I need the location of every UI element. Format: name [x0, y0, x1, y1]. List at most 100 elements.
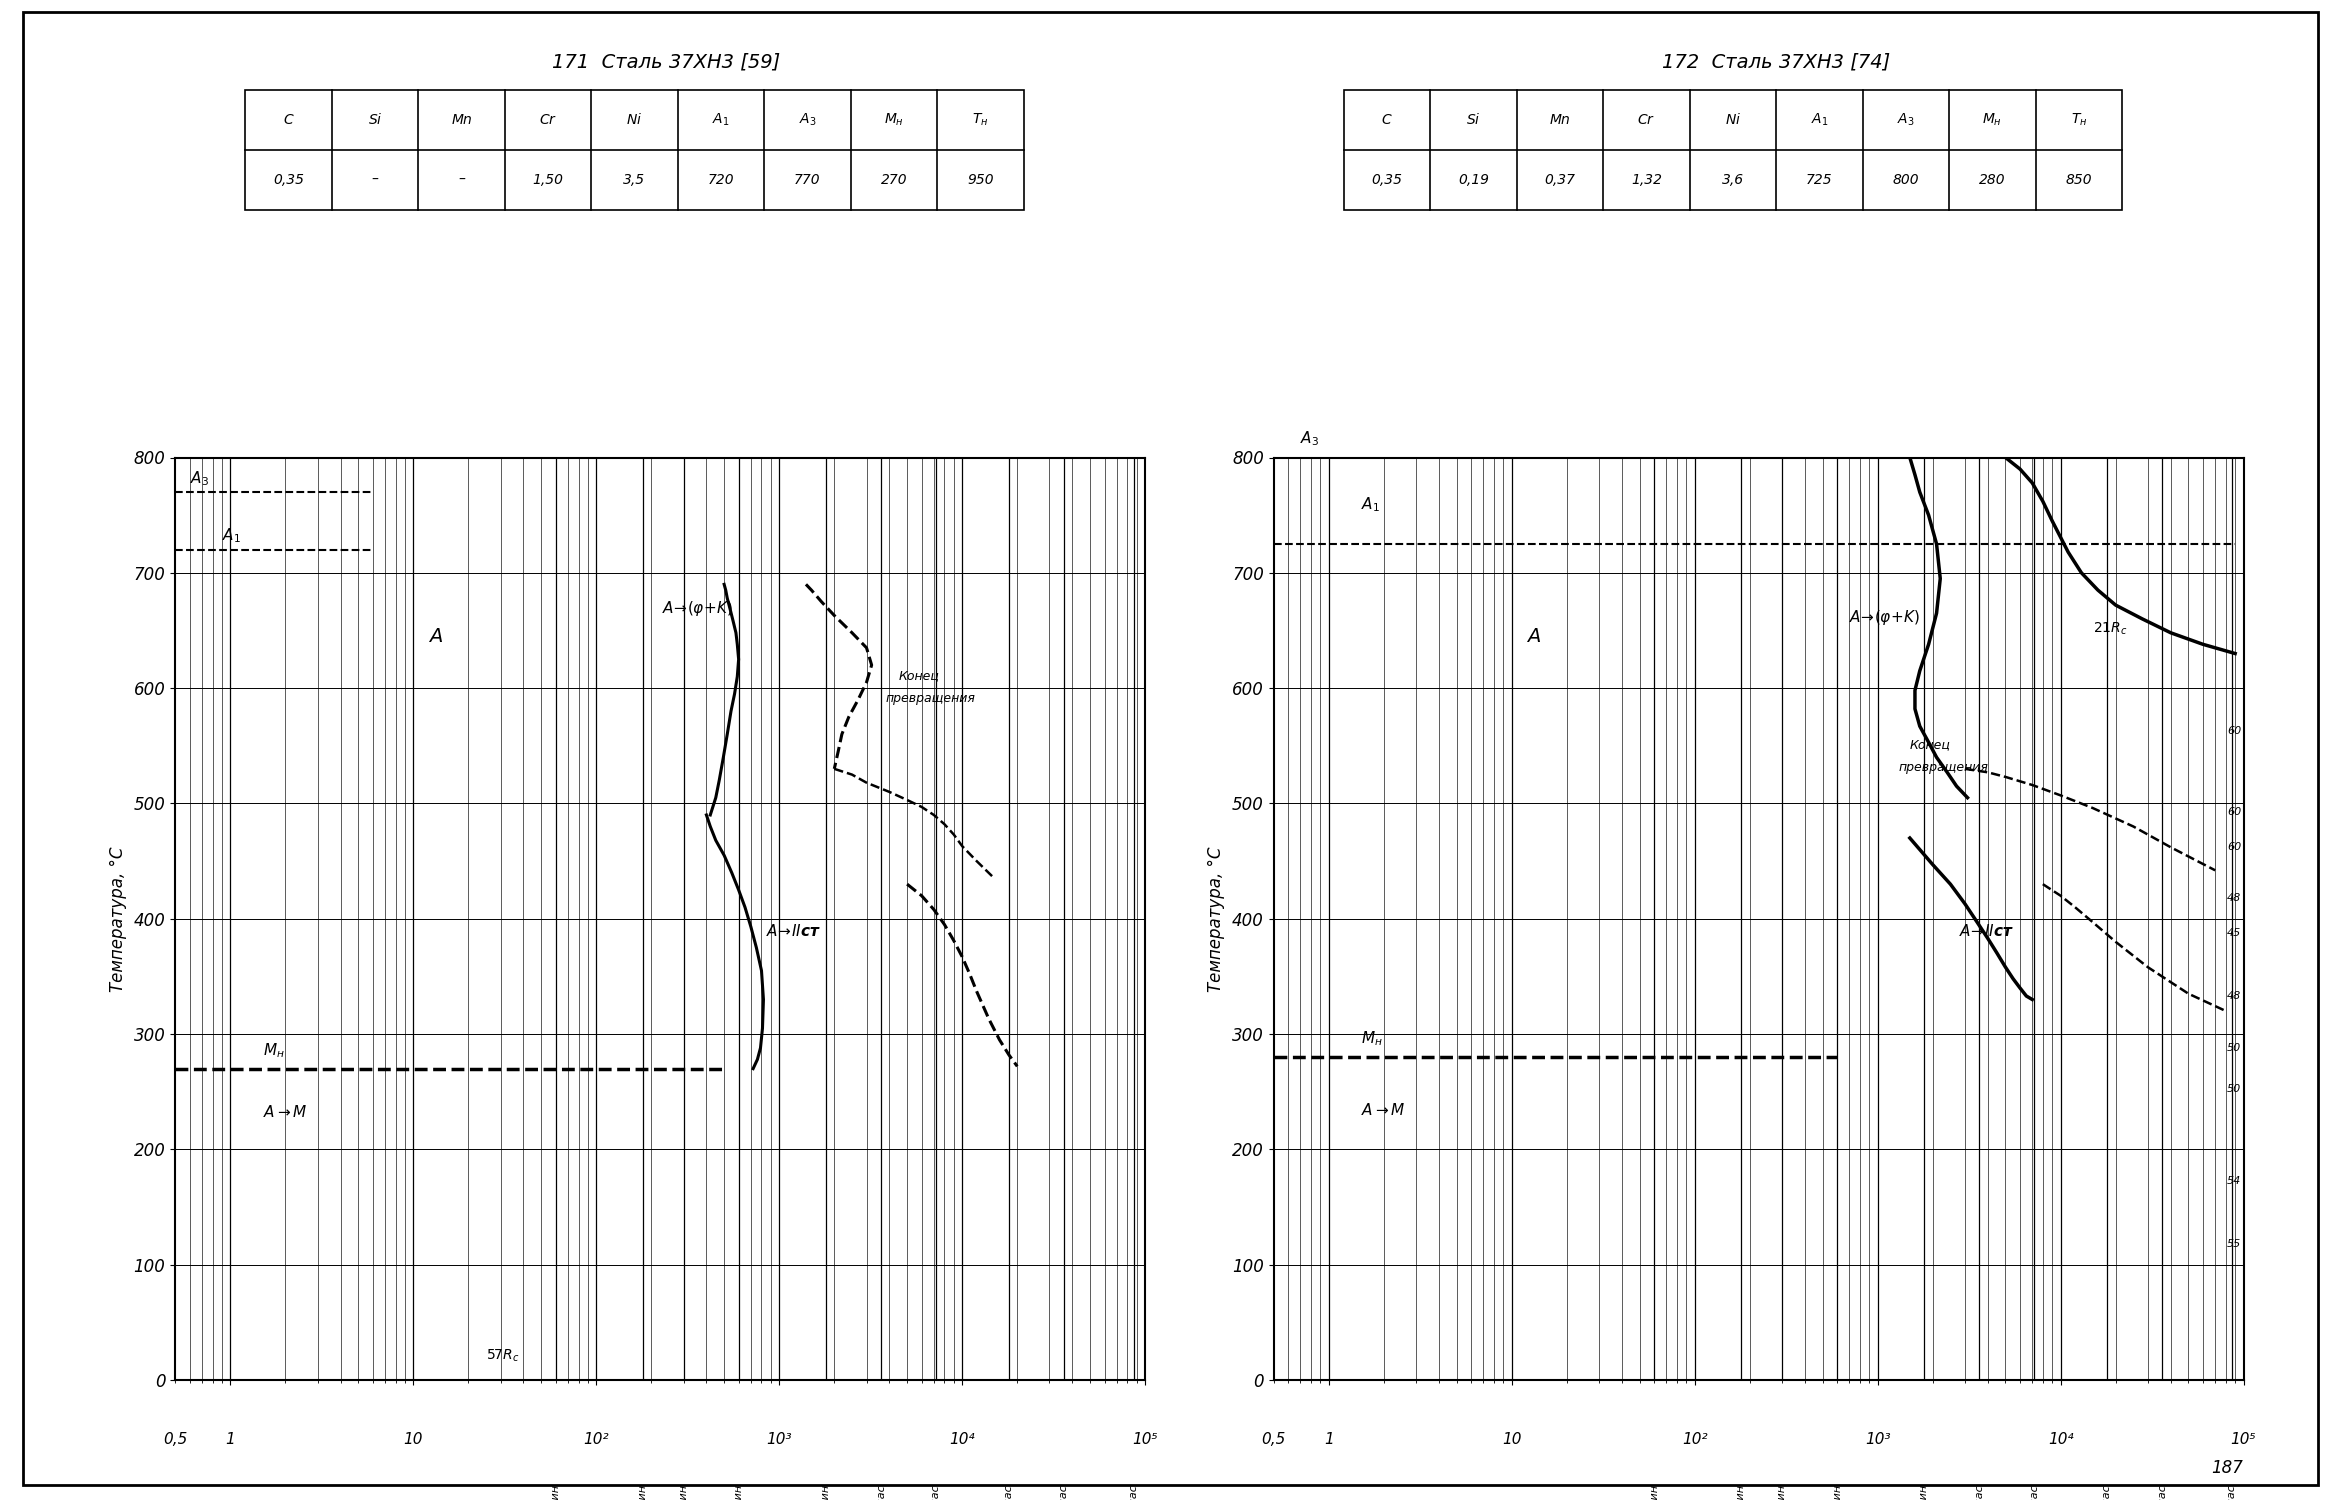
Text: 48: 48: [2227, 894, 2241, 903]
Text: 1: 1: [224, 1432, 236, 1448]
Text: 1: 1: [1323, 1432, 1334, 1448]
Text: $Mn$: $Mn$: [1549, 112, 1570, 128]
Text: 5мин: 5мин: [1776, 1484, 1788, 1500]
Text: 10⁴: 10⁴: [949, 1432, 975, 1448]
Text: $A\!\rightarrow\!II$ст: $A\!\rightarrow\!II$ст: [1958, 922, 2014, 939]
Text: $A\!\rightarrow\!(\varphi\!+\!K)$: $A\!\rightarrow\!(\varphi\!+\!K)$: [661, 598, 734, 618]
Text: 50: 50: [2227, 1044, 2241, 1053]
Text: $A\rightarrow M$: $A\rightarrow M$: [1360, 1102, 1405, 1118]
Text: 48: 48: [2227, 992, 2241, 1002]
Text: 30мин: 30мин: [820, 1484, 832, 1500]
Y-axis label: Температура, °C: Температура, °C: [1208, 846, 1225, 992]
Text: Конец: Конец: [1909, 738, 1951, 752]
Text: 3мин: 3мин: [1736, 1484, 1746, 1500]
Text: 172  Сталь 37ХН3 [74]: 172 Сталь 37ХН3 [74]: [1662, 53, 1891, 72]
Text: превращения: превращения: [1898, 760, 1989, 774]
Text: 0,37: 0,37: [1545, 172, 1575, 188]
Text: 10²: 10²: [584, 1432, 610, 1448]
Text: 1мин: 1мин: [1650, 1484, 1659, 1500]
Text: $A$: $A$: [428, 627, 442, 646]
Text: 1час: 1час: [1975, 1484, 1984, 1500]
Text: 60: 60: [2227, 807, 2241, 818]
Text: –: –: [458, 172, 465, 188]
Text: 24час: 24час: [1129, 1484, 1138, 1500]
Text: 10²: 10²: [1683, 1432, 1708, 1448]
Text: 171  Сталь 37ХН3 [59]: 171 Сталь 37ХН3 [59]: [552, 53, 781, 72]
Text: 24час: 24час: [2227, 1484, 2237, 1500]
Text: $A$: $A$: [1526, 627, 1540, 646]
Text: 50: 50: [2227, 1083, 2241, 1094]
Text: 60: 60: [2227, 726, 2241, 736]
Text: 10час: 10час: [2157, 1484, 2166, 1500]
Text: 950: 950: [968, 172, 993, 188]
Text: 10³: 10³: [767, 1432, 792, 1448]
Text: 10⁴: 10⁴: [2047, 1432, 2073, 1448]
Text: 0,5: 0,5: [1262, 1432, 1285, 1448]
Text: $A\!\rightarrow\!(\varphi\!+\!K)$: $A\!\rightarrow\!(\varphi\!+\!K)$: [1849, 609, 1921, 627]
Text: 3,5: 3,5: [624, 172, 645, 188]
Text: $Mn$: $Mn$: [451, 112, 472, 128]
Y-axis label: Температура, °C: Температура, °C: [110, 846, 126, 992]
Text: 1,50: 1,50: [533, 172, 563, 188]
Text: $A\!\rightarrow\!II$ст: $A\!\rightarrow\!II$ст: [767, 922, 820, 939]
Text: 0,35: 0,35: [1372, 172, 1402, 188]
Text: 770: 770: [795, 172, 820, 188]
Text: $Si$: $Si$: [367, 112, 383, 128]
Text: $Ni$: $Ni$: [1725, 112, 1741, 128]
Text: $A\rightarrow M$: $A\rightarrow M$: [262, 1104, 306, 1120]
Text: 5мин: 5мин: [678, 1484, 689, 1500]
Text: $A_1$: $A_1$: [1360, 495, 1379, 514]
Text: 54: 54: [2227, 1176, 2241, 1186]
Text: $Cr$: $Cr$: [540, 112, 556, 128]
Text: 2час: 2час: [2029, 1484, 2040, 1500]
Text: $A_3$: $A_3$: [1898, 112, 1914, 128]
Text: $C$: $C$: [283, 112, 294, 128]
Text: 720: 720: [708, 172, 734, 188]
Text: $C$: $C$: [1381, 112, 1393, 128]
Text: 1мин: 1мин: [552, 1484, 561, 1500]
Text: $57R_c$: $57R_c$: [486, 1347, 519, 1364]
Text: $A_1$: $A_1$: [222, 526, 241, 544]
Text: 0,19: 0,19: [1458, 172, 1489, 188]
Text: $T_н$: $T_н$: [2071, 112, 2087, 128]
Text: 45: 45: [2227, 928, 2241, 938]
Text: 725: 725: [1807, 172, 1832, 188]
Text: $Ni$: $Ni$: [626, 112, 643, 128]
Text: $Si$: $Si$: [1465, 112, 1482, 128]
Text: 10: 10: [1503, 1432, 1521, 1448]
Text: 10⁵: 10⁵: [2232, 1432, 2255, 1448]
Text: 10: 10: [404, 1432, 423, 1448]
Text: $A_3$: $A_3$: [189, 470, 208, 488]
Text: 60: 60: [2227, 842, 2241, 852]
Text: Конец: Конец: [900, 669, 939, 682]
Text: 270: 270: [881, 172, 907, 188]
Text: превращения: превращения: [886, 692, 975, 705]
Text: 1час: 1час: [876, 1484, 886, 1500]
Text: 10³: 10³: [1865, 1432, 1891, 1448]
Text: $A_1$: $A_1$: [713, 112, 729, 128]
Text: 2час: 2час: [930, 1484, 942, 1500]
Text: 280: 280: [1979, 172, 2005, 188]
Text: 3мин: 3мин: [638, 1484, 647, 1500]
Text: 1,32: 1,32: [1631, 172, 1662, 188]
Text: 0,5: 0,5: [164, 1432, 187, 1448]
Text: $A_3$: $A_3$: [1299, 429, 1320, 448]
Text: 187: 187: [2211, 1460, 2244, 1478]
Text: $M_н$: $M_н$: [1982, 112, 2003, 128]
Text: $M_н$: $M_н$: [262, 1041, 285, 1059]
Text: $21R_c$: $21R_c$: [2092, 621, 2127, 638]
Text: 10час: 10час: [1059, 1484, 1068, 1500]
Text: 5час: 5час: [1005, 1484, 1014, 1500]
Text: $M_н$: $M_н$: [1360, 1029, 1384, 1048]
Text: 850: 850: [2066, 172, 2092, 188]
Text: 5час: 5час: [2103, 1484, 2113, 1500]
Text: $M_н$: $M_н$: [883, 112, 904, 128]
Text: 10мин: 10мин: [1832, 1484, 1842, 1500]
Text: 3,6: 3,6: [1722, 172, 1743, 188]
Text: $T_н$: $T_н$: [972, 112, 989, 128]
Text: 10⁵: 10⁵: [1133, 1432, 1157, 1448]
Text: 30мин: 30мин: [1919, 1484, 1930, 1500]
Text: $Cr$: $Cr$: [1638, 112, 1655, 128]
Text: –: –: [372, 172, 379, 188]
Text: 10мин: 10мин: [734, 1484, 743, 1500]
